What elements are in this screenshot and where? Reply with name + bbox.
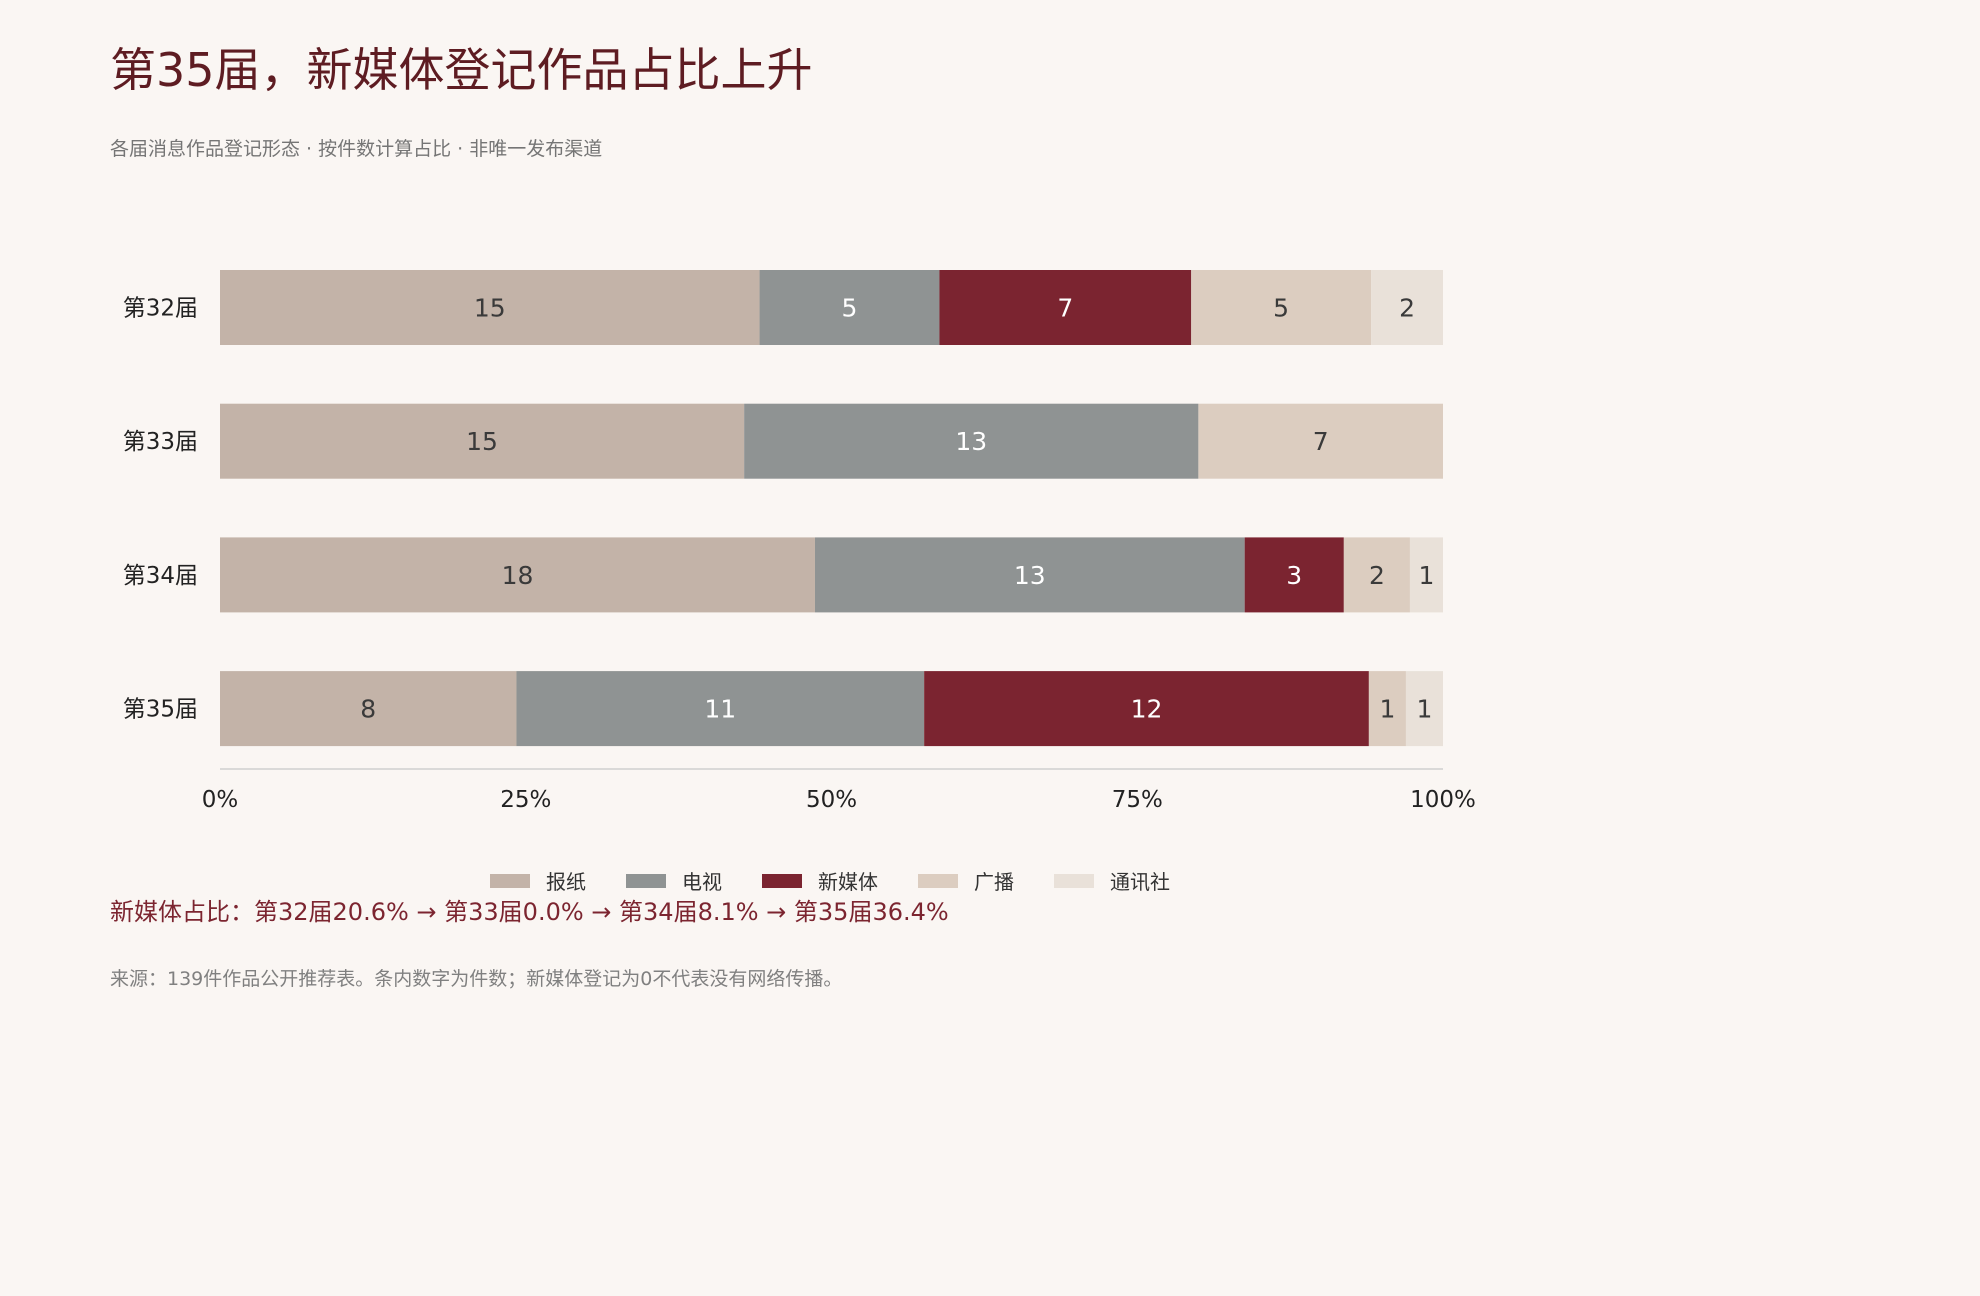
- bar-segment: [1198, 403, 1443, 479]
- data-label: 13: [1014, 561, 1046, 590]
- data-label: 13: [955, 427, 987, 456]
- x-tick-label: 50%: [806, 787, 857, 813]
- category-label: 第35届: [123, 697, 198, 723]
- legend-swatch: [762, 873, 802, 888]
- data-label: 7: [1057, 294, 1073, 323]
- legend-item: 广播: [918, 866, 1014, 895]
- source-note: 来源：139件作品公开推荐表。条内数字为件数；新媒体登记为0不代表没有网络传播。: [110, 968, 843, 990]
- data-label: 5: [842, 294, 858, 323]
- bar-segment: [939, 270, 1192, 345]
- data-label: 1: [1417, 695, 1433, 724]
- category-label: 第32届: [123, 296, 198, 322]
- bar-segment: [1343, 537, 1410, 613]
- legend-swatch: [626, 873, 666, 888]
- chart-legend: 报纸 电视 新媒体 广播 通讯社: [0, 866, 1660, 895]
- bar-segment: [759, 270, 940, 345]
- bar-segment: [220, 403, 745, 479]
- bar-segment: [220, 537, 815, 613]
- legend-label: 新媒体: [818, 870, 878, 894]
- bar-segment: [1191, 270, 1372, 345]
- data-label: 5: [1273, 294, 1289, 323]
- legend-swatch: [490, 873, 530, 888]
- legend-label: 广播: [974, 870, 1014, 894]
- chart-title: 第35届，新媒体登记作品占比上升: [110, 43, 813, 97]
- chart-subtitle: 各届消息作品登记形态 · 按件数计算占比 · 非唯一发布渠道: [110, 138, 603, 160]
- x-tick-label: 100%: [1410, 787, 1476, 813]
- new-media-share-summary: 新媒体占比：第32届20.6% → 第33届0.0% → 第34届8.1% → …: [110, 898, 949, 926]
- legend-item: 报纸: [490, 866, 586, 895]
- data-label: 15: [466, 427, 498, 456]
- data-label: 2: [1369, 561, 1385, 590]
- data-label: 1: [1379, 695, 1395, 724]
- data-label: 1: [1419, 561, 1435, 590]
- data-label: 7: [1313, 427, 1329, 456]
- bar-segment: [1368, 671, 1406, 747]
- x-tick-label: 75%: [1112, 787, 1163, 813]
- category-label: 第34届: [123, 563, 198, 589]
- bar-segment: [1405, 671, 1443, 747]
- legend-item: 通讯社: [1054, 866, 1170, 895]
- bar-segment: [1409, 537, 1443, 613]
- data-label: 3: [1286, 561, 1302, 590]
- data-label: 12: [1131, 695, 1163, 724]
- legend-item: 新媒体: [762, 866, 878, 895]
- data-label: 18: [502, 561, 534, 590]
- x-tick-label: 0%: [202, 787, 239, 813]
- legend-label: 电视: [682, 870, 722, 894]
- bar-segment: [814, 537, 1245, 613]
- bar-segment: [1244, 537, 1344, 613]
- legend-label: 通讯社: [1110, 870, 1170, 894]
- legend-swatch: [1054, 873, 1094, 888]
- bar-segment: [220, 671, 517, 747]
- bar-segment: [744, 403, 1199, 479]
- legend-item: 电视: [626, 866, 722, 895]
- data-label: 8: [360, 695, 376, 724]
- category-label: 第33届: [123, 429, 198, 455]
- legend-swatch: [918, 873, 958, 888]
- bar-segment: [924, 671, 1369, 747]
- data-label: 15: [474, 294, 506, 323]
- data-label: 2: [1399, 294, 1415, 323]
- legend-label: 报纸: [546, 870, 586, 894]
- bar-segment: [516, 671, 925, 747]
- x-tick-label: 25%: [500, 787, 551, 813]
- bar-segment: [1371, 270, 1443, 345]
- data-label: 11: [704, 695, 736, 724]
- bar-segment: [220, 270, 760, 345]
